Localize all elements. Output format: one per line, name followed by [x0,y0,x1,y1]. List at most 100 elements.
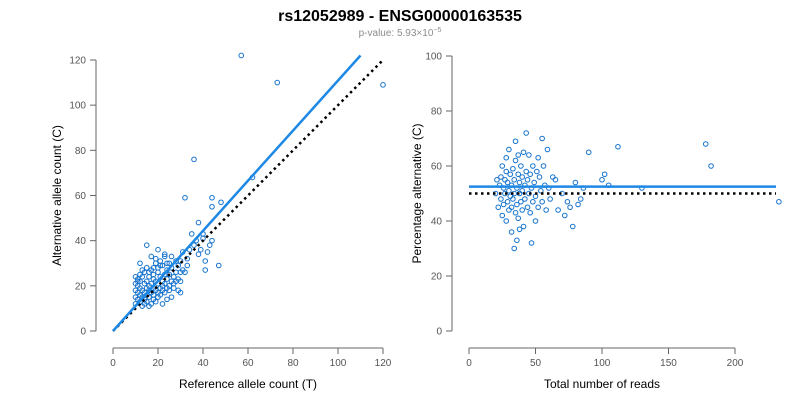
left-y-tick-label: 40 [75,236,87,247]
left-data-point [170,285,177,291]
left-data-point [157,258,164,264]
left-data-point [209,237,215,244]
left-data-point [238,52,245,59]
left-data-point [161,289,168,296]
left-data-point [204,249,211,255]
right-data-point [516,179,523,186]
left-x-tick-label: 120 [375,358,392,369]
right-x-tick-label: 50 [530,358,542,369]
right-data-point [524,176,531,183]
right-data-point [555,207,561,213]
right-y-tick-label: 40 [431,217,443,228]
right-data-point [567,204,573,211]
left-data-point [206,242,213,248]
left-y-axis-label: Alternative allele count (C) [50,125,64,266]
right-data-point [539,135,545,142]
right-data-point [503,154,510,161]
right-data-point [519,187,526,194]
left-data-point [143,264,150,271]
right-data-point [499,212,506,219]
left-data-point [166,271,173,278]
right-data-point [512,209,519,216]
right-data-point [527,209,533,216]
left-data-point [177,289,184,296]
right-data-point [535,154,541,161]
left-data-point [202,267,209,273]
left-data-point [182,269,188,276]
right-y-tick-label: 100 [425,52,442,63]
right-data-point [514,237,520,244]
right-data-point [569,223,576,230]
right-data-point [503,218,510,224]
right-data-point [536,174,543,180]
right-data-point [502,176,508,183]
left-x-axis-label: Reference allele count (T) [179,377,317,391]
right-data-point [511,176,518,183]
left-y-tick-label: 80 [75,146,87,157]
left-data-point [164,260,170,267]
subtitle-exponent: −5 [433,27,441,34]
right-x-tick-label: 100 [594,358,611,369]
right-data-point [515,215,522,222]
right-data-point [564,198,571,205]
left-data-point [148,253,155,260]
right-data-point [528,240,535,246]
left-data-point [137,278,143,285]
right-data-point [507,171,514,178]
left-fit-line [112,54,362,332]
right-data-point [520,149,527,156]
left-data-point [184,255,191,262]
left-data-point [170,274,177,280]
left-data-point [202,258,209,264]
left-data-point [161,280,168,287]
right-data-point [512,138,519,145]
left-reference-line [112,59,384,332]
left-data-point [137,260,143,267]
subtitle-prefix: p-value: 5.93×10 [359,28,434,39]
right-data-point [577,196,584,202]
right-data-point [514,201,520,208]
right-data-point [575,201,581,208]
right-y-tick-label: 80 [431,107,443,118]
left-data-point [146,274,152,280]
right-data-point [599,176,605,183]
left-data-point [159,301,166,307]
right-data-point [499,163,506,169]
left-data-point [152,260,159,267]
right-data-point [516,226,523,233]
right-data-point [494,176,500,183]
left-data-point [146,269,152,276]
right-data-point [510,196,516,202]
right-data-point [511,245,518,252]
right-data-point [498,174,504,180]
right-data-point [495,204,502,211]
left-y-tick-label: 60 [75,191,87,202]
right-data-point [708,163,714,169]
left-data-point [143,298,150,305]
left-x-tick-label: 20 [152,358,164,369]
right-data-point [503,168,510,175]
right-data-point [506,207,512,213]
left-data-point [274,79,281,86]
left-x-tick-label: 0 [110,358,116,369]
left-data-point [150,264,157,271]
left-y-tick-label: 20 [75,281,87,292]
right-data-point [538,187,544,194]
left-y-tick-label: 0 [80,327,86,338]
left-x-tick-label: 60 [242,358,254,369]
left-data-point [182,194,188,201]
left-data-point [175,262,182,269]
left-scatter-panel: 0 20 40 60 80 100 120 0 20 40 60 80 100 120 Reference … [50,52,392,391]
right-data-point [498,196,504,202]
right-data-point [601,171,608,178]
left-data-point [139,267,146,273]
left-x-tick-label: 40 [197,358,209,369]
right-data-point [506,146,512,153]
figure-subtitle: p-value: 5.93×10−5 [359,27,442,39]
right-x-tick-label: 200 [727,358,744,369]
left-data-point [195,219,202,226]
left-data-point [164,296,170,303]
left-data-point [159,262,166,269]
left-data-point [148,280,155,287]
